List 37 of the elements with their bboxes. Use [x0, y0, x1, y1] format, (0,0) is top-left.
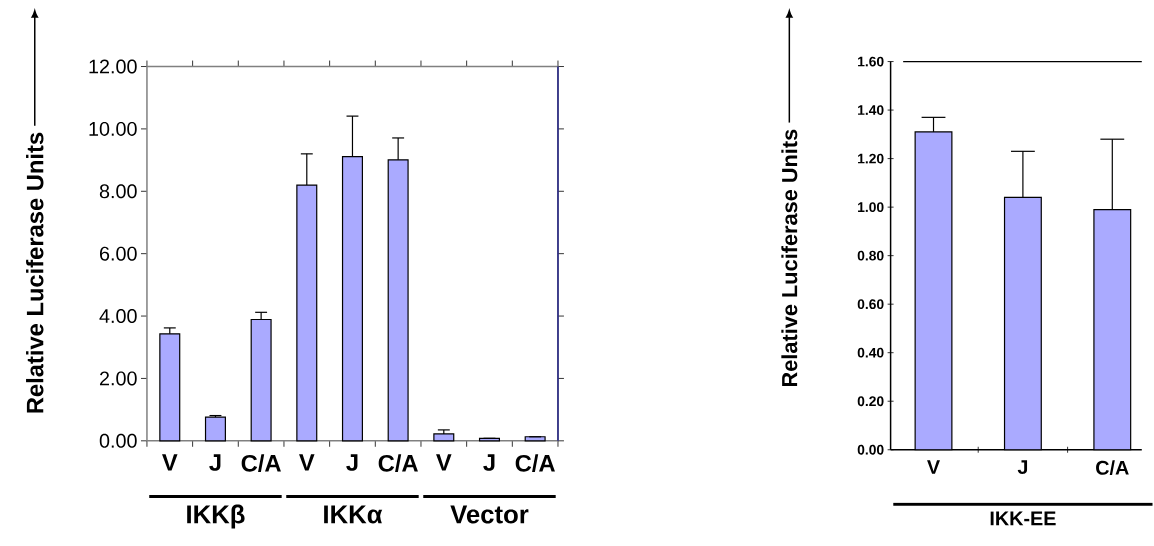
- y-tick-label: 1.20: [858, 153, 884, 164]
- x-tick-label: J: [483, 454, 495, 471]
- text: IKK-EE: [990, 511, 1056, 526]
- y-tick-label: 0.80: [857, 250, 884, 261]
- y-tick-label: 1.00: [858, 202, 884, 212]
- y-axis-title: Relative Luciferase Units: [781, 129, 798, 387]
- x-tick-label: C/A: [1096, 460, 1129, 475]
- y-tick-label: 0.60: [857, 299, 884, 310]
- y-tick-label: 4.00: [99, 309, 137, 324]
- text: Vector: [450, 505, 529, 524]
- x-tick-label: J: [346, 454, 358, 471]
- x-tick-label: C/A: [515, 454, 555, 472]
- bar: [204, 416, 226, 442]
- y-tick-label: 0.00: [99, 433, 137, 448]
- text: IKKβ: [187, 504, 245, 529]
- x-tick-label: V: [299, 454, 315, 471]
- x-tick-label: V: [436, 454, 452, 471]
- y-tick-label: 1.40: [858, 105, 884, 115]
- y-tick-label: 2.00: [99, 371, 137, 386]
- y-tick-label: 8.00: [99, 184, 137, 199]
- x-tick-label: J: [1017, 460, 1028, 474]
- x-tick-label: C/A: [241, 454, 281, 472]
- y-tick-label: 10.00: [89, 121, 137, 136]
- y-tick-label: 0.00: [857, 444, 884, 455]
- x-tick-label: V: [927, 460, 940, 474]
- text: IKKα: [324, 505, 383, 524]
- y-tick-label: 1.60: [858, 56, 884, 67]
- x-tick-label: C/A: [378, 454, 418, 472]
- y-tick-label: 0.20: [857, 396, 884, 407]
- bar: [159, 333, 181, 442]
- y-axis-title: Relative Luciferase Units: [26, 132, 44, 413]
- y-tick-label: 6.00: [100, 246, 137, 261]
- x-tick-label: J: [209, 454, 221, 471]
- y-tick-label: 12.00: [89, 59, 137, 74]
- bar: [433, 433, 455, 442]
- y-tick-label: 0.40: [857, 347, 884, 358]
- x-tick-label: V: [162, 454, 178, 471]
